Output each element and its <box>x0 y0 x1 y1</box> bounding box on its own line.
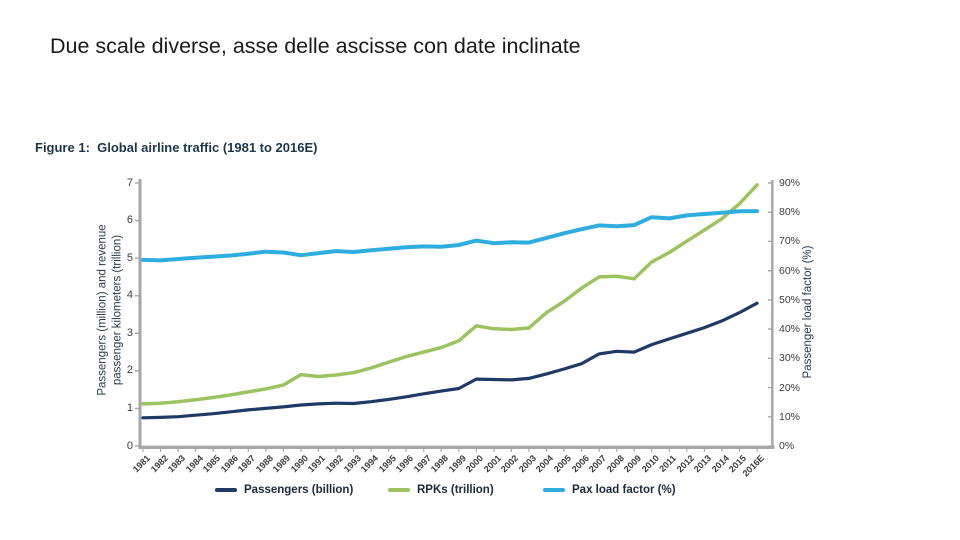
y-axis-tick-label-right: 10% <box>779 410 801 423</box>
y-axis-tick-label-right: 50% <box>779 293 801 306</box>
y-axis-tick-label-right: 30% <box>779 352 801 365</box>
y-axis-tick-label-left: 2 <box>126 364 133 377</box>
legend-label: Passengers (billion) <box>244 484 354 496</box>
legend-item-load-factor: Pax load factor (%) <box>543 482 676 498</box>
legend-swatch <box>388 487 410 493</box>
slide-title: Due scale diverse, asse delle ascisse co… <box>50 34 581 58</box>
legend-swatch <box>543 487 565 493</box>
y-axis-tick-label-right: 80% <box>779 206 801 219</box>
legend-item-passengers: Passengers (billion) <box>215 482 353 498</box>
legend-item-rpks: RPKs (trillion) <box>388 482 494 498</box>
y-axis-tick-label-right: 70% <box>779 235 801 248</box>
figure-title: Figure 1: Global airline traffic (1981 t… <box>35 140 318 155</box>
y-axis-tick-label-left: 3 <box>126 326 133 339</box>
y-axis-tick-label-left: 6 <box>126 214 133 227</box>
y-axis-tick-label-right: 20% <box>779 381 801 394</box>
y-axis-tick-label-left: 7 <box>126 176 133 189</box>
y-axis-tick-label-left: 5 <box>126 251 133 264</box>
legend-label: RPKs (trillion) <box>417 484 494 496</box>
y-axis-tick-label-left: 1 <box>126 401 133 414</box>
y-axis-tick-label-right: 60% <box>779 264 801 277</box>
y-axis-tick-label-right: 0% <box>779 440 795 452</box>
legend-swatch <box>215 487 237 493</box>
y-axis-tick-label-right: 90% <box>779 177 801 189</box>
y-axis-tick-label-left: 4 <box>126 289 133 302</box>
legend-label: Pax load factor (%) <box>572 484 676 496</box>
y-axis-tick-label-left: 0 <box>126 439 133 452</box>
y-axis-tick-label-right: 40% <box>779 323 801 336</box>
